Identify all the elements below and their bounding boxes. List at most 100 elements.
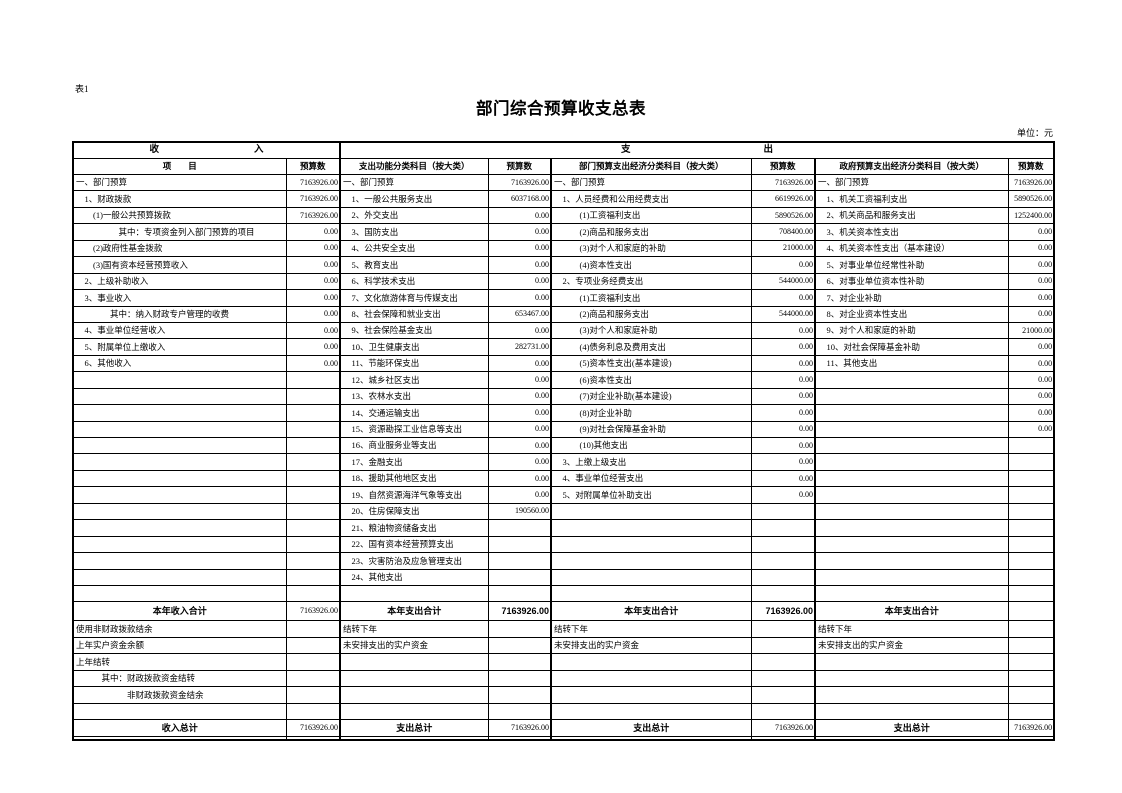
item-label-cell: (1)工资福利支出 [550,206,752,225]
table-row: 12、城乡社区支出 0.00 (6)资本性支出 0.00 0.00 [72,371,1055,389]
expense-group-header: 支 出 [339,141,1055,159]
item-label-cell: (10)其他支出 [550,436,752,455]
budget-value-cell: 0.00 [487,420,553,439]
item-label-cell: 5、对事业单位经常性补助 [814,256,1009,274]
item-label-cell [72,568,287,586]
item-label-cell: 11、其他支出 [814,354,1009,373]
budget-value-cell [285,404,342,422]
item-label-cell [72,436,287,455]
budget-value-cell: 6037168.00 [487,190,553,208]
item-label-cell [72,502,287,521]
item-label-cell: 上年实户资金余额 [72,636,287,655]
item-label-cell: 一、部门预算 [339,173,489,192]
item-label-cell: 9、社会保险基金支出 [339,321,489,340]
budget-value-cell: 7163926.00 [285,173,342,192]
budget-value-cell [285,469,342,488]
item-label-cell [72,404,287,422]
table-row: 24、其他支出 [72,568,1055,586]
item-label-cell: 7、文化旅游体育与传媒支出 [339,289,489,307]
budget-value-cell: 7163926.00 [750,719,817,737]
item-label-cell [550,669,752,688]
item-label-cell: (6)资本性支出 [550,371,752,389]
item-label-cell: 非财政拨款资金结余 [72,686,287,704]
item-label-cell: (1)一般公共预算拨款 [72,206,287,225]
item-label-cell [550,502,752,521]
budget-value-cell [750,636,817,655]
item-label-cell: 10、对社会保障基金补助 [814,338,1009,356]
budget-value-cell [1007,636,1055,655]
budget-value-cell [750,736,817,741]
column-header-gov-econ-budget: 预算数 [1007,158,1055,175]
item-label-cell [72,420,287,439]
budget-value-cell [487,584,553,603]
item-label-cell: 收入总计 [72,719,287,737]
item-label-cell [550,653,752,671]
item-label-cell [814,686,1009,704]
item-label-cell: 18、援助其他地区支出 [339,469,489,488]
table-row: 上年实户资金余额 未安排支出的实户资金 未安排支出的实户资金 未安排支出的实户资金 [72,636,1055,655]
income-group-header: 收 入 [72,141,342,159]
budget-value-cell: 0.00 [487,289,553,307]
unit-note: 单位：元 [1016,128,1053,138]
item-label-cell: 1、机关工资福利支出 [814,190,1009,208]
item-label-cell [814,502,1009,521]
item-label-cell: 12、城乡社区支出 [339,371,489,389]
group-header-row: 收 入 支 出 [72,141,1055,159]
item-label-cell: 支出总计 [339,719,489,737]
item-label-cell: (2)政府性基金拨款 [72,239,287,258]
table-row: 本年收入合计 7163926.00 本年支出合计 7163926.00 本年支出合计 71… [72,601,1055,622]
budget-value-cell [750,686,817,704]
item-label-cell: 21、粮油物资储备支出 [339,519,489,537]
budget-value-cell: 0.00 [285,239,342,258]
budget-value-cell [1007,453,1055,471]
table-row: 其中：财政拨款资金结转 [72,669,1055,688]
budget-value-cell [1007,653,1055,671]
item-label-cell: 23、灾害防治及应急管理支出 [339,552,489,570]
budget-value-cell [285,502,342,521]
budget-value-cell: 0.00 [1007,272,1055,291]
item-label-cell: 4、事业单位经营支出 [550,469,752,488]
budget-value-cell [1007,469,1055,488]
table-row: 使用非财政拨款结余 结转下年 结转下年 结转下年 [72,620,1055,638]
budget-value-cell: 0.00 [750,469,817,488]
item-label-cell: 6、对事业单位资本性补助 [814,272,1009,291]
item-label-cell: (1)工资福利支出 [550,289,752,307]
item-label-cell: (3)对个人和家庭的补助 [550,239,752,258]
item-label-cell: 未安排支出的实户资金 [339,636,489,655]
table-row: 4、事业单位经营收入 0.00 9、社会保险基金支出 0.00 (3)对个人和家庭补… [72,321,1055,340]
item-label-cell: 10、卫生健康支出 [339,338,489,356]
budget-value-cell [285,568,342,586]
budget-value-cell [285,552,342,570]
table-row: (1)一般公共预算拨款 7163926.00 2、外交支出 0.00 (1)工资福利… [72,206,1055,225]
item-label-cell: (3)国有资本经营预算收入 [72,256,287,274]
item-label-cell [814,387,1009,406]
budget-value-cell [285,486,342,504]
budget-value-cell [750,702,817,721]
item-label-cell [72,552,287,570]
budget-value-cell [285,686,342,704]
budget-value-cell [1007,669,1055,688]
budget-value-cell: 7163926.00 [1007,173,1055,192]
budget-value-cell [487,519,553,537]
item-label-cell: 结转下年 [814,620,1009,638]
budget-value-cell: 190560.00 [487,502,553,521]
item-label-cell [814,420,1009,439]
item-label-cell: (4)债务利息及费用支出 [550,338,752,356]
budget-value-cell: 0.00 [285,256,342,274]
budget-value-cell [1007,552,1055,570]
budget-value-cell: 7163926.00 [750,173,817,192]
budget-value-cell [285,535,342,554]
budget-value-cell [285,702,342,721]
budget-value-cell: 0.00 [487,354,553,373]
item-label-cell: 其中：纳入财政专户管理的收费 [72,305,287,323]
item-label-cell [339,584,489,603]
table-row: (3)国有资本经营预算收入 0.00 5、教育支出 0.00 (4)资本性支出 0.0… [72,256,1055,274]
item-label-cell [814,736,1009,741]
item-label-cell: 结转下年 [550,620,752,638]
item-label-cell: 2、机关商品和服务支出 [814,206,1009,225]
item-label-cell: 未安排支出的实户资金 [814,636,1009,655]
item-label-cell [814,469,1009,488]
budget-value-cell: 0.00 [750,338,817,356]
budget-value-cell [285,669,342,688]
table-row: 15、资源勘探工业信息等支出 0.00 (9)对社会保障基金补助 0.00 0.00 [72,420,1055,439]
